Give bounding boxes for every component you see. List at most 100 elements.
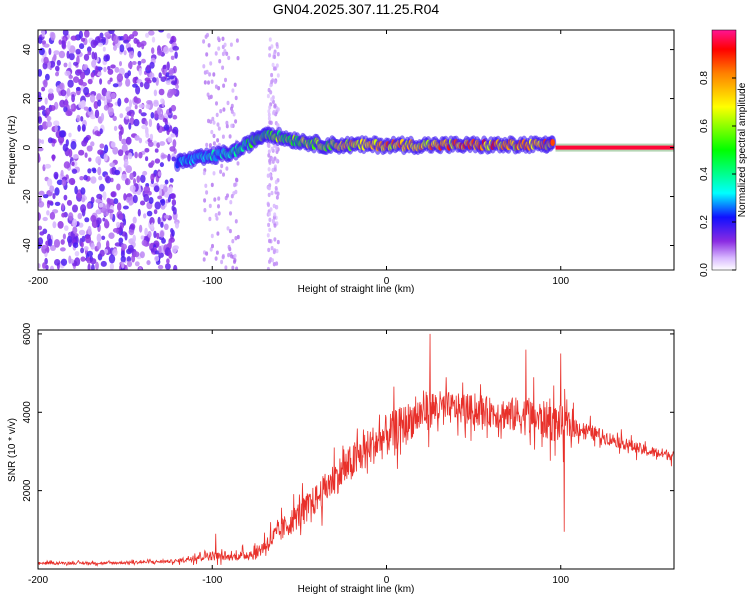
noise-point [138,104,145,109]
noise-point [110,64,116,69]
noise-point [118,213,124,220]
noise-point [61,203,65,211]
noise-point [168,251,173,259]
noise-point [86,250,93,257]
noise-point [170,89,177,95]
sparse-point [205,251,209,256]
noise-point [149,217,155,226]
noise-point [154,148,159,153]
sparse-point [273,212,277,217]
sparse-point [276,52,280,57]
noise-point [97,149,104,155]
sparse-point [220,163,224,169]
sparse-point [227,55,231,61]
sparse-point [207,80,210,85]
noise-point [100,112,105,122]
noise-point [62,143,68,152]
noise-point [130,113,134,119]
noise-point [117,149,124,157]
sparse-point [229,42,233,47]
noise-point [138,137,143,144]
noise-point [38,147,44,152]
noise-point [63,194,68,201]
noise-point [39,231,45,236]
noise-point [87,225,92,235]
noise-point [86,145,93,152]
colorbar-tick-label: 0.2 [699,215,710,229]
noise-point [60,247,66,252]
sparse-point [211,243,214,249]
noise-point [95,65,99,75]
sparse-point [202,64,206,69]
sparse-point [272,203,276,209]
noise-point [118,67,125,76]
sparse-point [270,72,274,78]
sparse-point [267,116,271,121]
noise-point [90,114,96,120]
colorbar-gradient [711,29,737,271]
sparse-point [217,126,221,131]
noise-point [66,87,71,97]
sparse-point [229,211,232,216]
noise-point [43,56,49,65]
noise-point [59,83,64,90]
sparse-point [266,266,270,270]
sparse-point [210,182,214,188]
noise-point [102,46,106,52]
sparse-point [230,109,234,114]
sparse-point [276,123,280,128]
noise-point [100,260,107,267]
noise-point [118,237,124,244]
sparse-point [215,112,219,118]
y-tick-label: 40 [22,44,33,56]
noise-point [90,258,97,265]
noise-point [49,185,55,193]
noise-point [49,105,56,111]
noise-point [78,229,86,236]
x-tick-label: 0 [384,276,390,287]
snr-y-axis-title: SNR (10 * v/v) [7,418,18,482]
noise-point [166,258,170,264]
noise-point [68,52,75,61]
sparse-point [212,133,216,139]
noise-point [103,55,109,62]
sparse-point [226,100,230,106]
noise-point [49,212,56,220]
sparse-point [272,262,276,267]
noise-point [120,126,124,135]
sparse-point [234,95,238,101]
noise-point [126,111,132,116]
noise-point [164,179,169,185]
noise-point [72,226,78,234]
snr-marks [38,333,674,567]
y-tick-label: -40 [22,238,33,253]
sparse-point [271,62,275,68]
noise-point [59,99,66,108]
noise-point [64,70,71,77]
sparse-point [212,120,216,125]
sparse-point [202,257,206,262]
noise-point [48,88,54,94]
noise-point [53,120,60,127]
noise-point [156,142,161,149]
noise-point [164,118,168,126]
noise-point [153,230,157,239]
sparse-point [235,266,239,270]
noise-point [169,68,174,76]
noise-point [150,160,155,166]
noise-point [99,183,105,192]
spectrogram-x-axis-title: Height of straight line (km) [298,284,415,295]
sparse-point [221,134,225,139]
sparse-point [236,56,240,61]
noise-point [41,86,46,92]
noise-point [101,36,106,43]
noise-point [81,124,86,132]
noise-point [110,92,116,99]
sparse-point [224,265,228,270]
noise-point [67,235,72,244]
noise-point [113,35,119,45]
sparse-point [231,88,235,93]
sparse-point [205,190,209,195]
noise-point [102,217,106,222]
sparse-point [267,167,271,172]
